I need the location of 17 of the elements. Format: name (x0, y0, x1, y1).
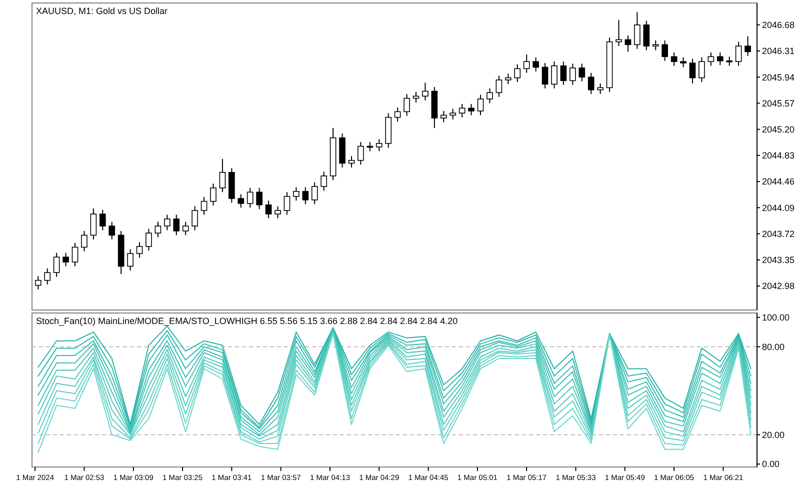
y-tick-label: 2044.09 (762, 202, 795, 213)
y-tick-label: 2046.31 (762, 46, 795, 56)
y-tick-label: 2043.72 (762, 228, 795, 239)
y-tick-label: 2045.57 (762, 98, 795, 108)
y-tick-label: 2045.20 (762, 124, 795, 134)
y-tick-label: 0.00 (762, 459, 780, 470)
y-tick-label: 2046.68 (762, 20, 795, 30)
chart-title: XAUUSD, M1: Gold vs US Dollar (36, 6, 168, 16)
y-tick-label: 80.00 (762, 342, 785, 352)
chart-title: Stoch_Fan(10) MainLine/MODE_EMA/STO_LOWHIGH 6.55 5.56 5.15 3.66 2.88 2.84 2.84 2.84 2.84 4.20 (36, 316, 458, 326)
y-tick-label: 2044.46 (762, 176, 795, 187)
y-tick-label: 2043.35 (762, 255, 795, 266)
y-tick-label: 2042.98 (762, 281, 795, 292)
y-tick-label: 2044.83 (762, 150, 795, 161)
y-tick-label: 2045.94 (762, 72, 795, 82)
y-tick-label: 20.00 (762, 430, 785, 440)
y-tick-label: 100.00 (762, 312, 790, 323)
